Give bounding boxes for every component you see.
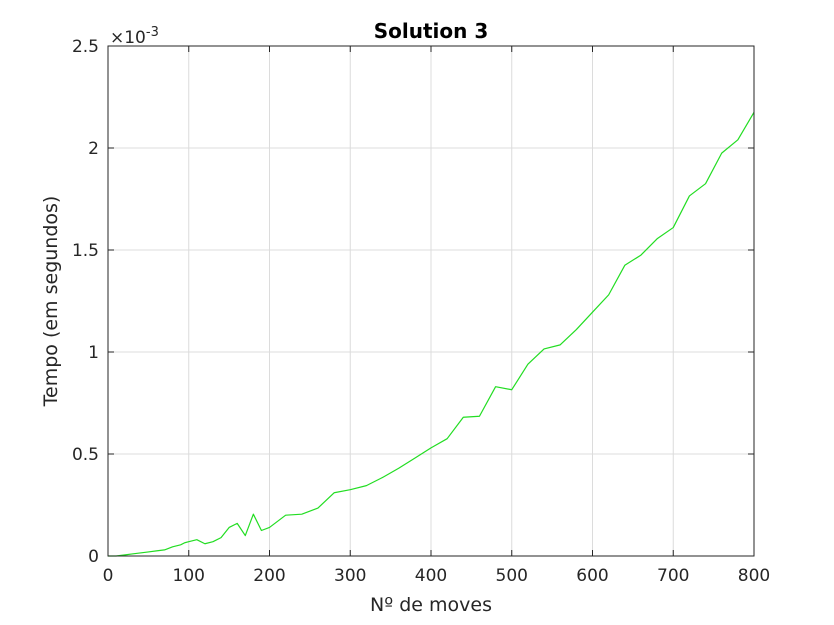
y-tick-label: 1 xyxy=(88,343,99,363)
series-line xyxy=(108,111,755,557)
y-axis-label: Tempo (em segundos) xyxy=(40,196,62,408)
y-tick-label: 1.5 xyxy=(72,241,99,261)
ticks: 0 100 200 300 400 500 600 700 800 0 0.5 1 1.5 2 2.5 xyxy=(72,37,770,586)
x-tick-label: 600 xyxy=(576,566,608,586)
chart-title: Solution 3 xyxy=(374,19,489,43)
y-tick-label: 2 xyxy=(88,139,99,159)
x-tick-label: 800 xyxy=(738,566,770,586)
y-tick-label: 2.5 xyxy=(72,37,99,57)
y-multiplier-base: ×10 xyxy=(110,28,146,48)
series-group xyxy=(108,111,755,557)
x-tick-label: 700 xyxy=(657,566,689,586)
y-axis-multiplier: ×10-3 xyxy=(110,25,159,48)
y-tick-label: 0.5 xyxy=(72,445,99,465)
x-axis-label: Nº de moves xyxy=(370,594,492,616)
y-multiplier-exponent: -3 xyxy=(146,25,159,40)
x-tick-label: 0 xyxy=(103,566,114,586)
grid xyxy=(108,46,754,556)
x-tick-label: 100 xyxy=(173,566,205,586)
x-tick-label: 500 xyxy=(496,566,528,586)
x-tick-label: 200 xyxy=(253,566,285,586)
x-tick-label: 300 xyxy=(334,566,366,586)
y-tick-label: 0 xyxy=(88,547,99,567)
x-tick-label: 400 xyxy=(415,566,447,586)
